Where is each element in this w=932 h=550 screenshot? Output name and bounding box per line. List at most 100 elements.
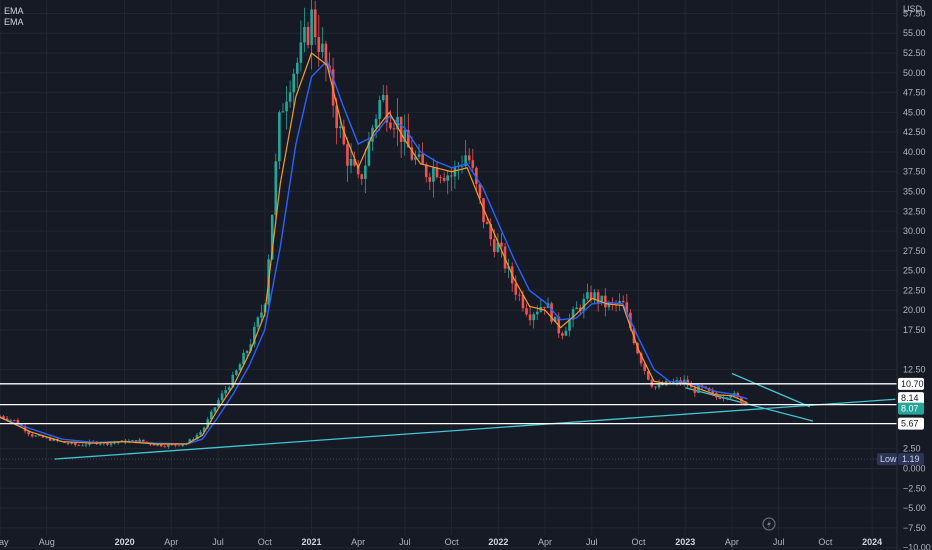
- candle-body: [414, 156, 417, 160]
- candle-body: [34, 435, 38, 437]
- candle-body: [288, 92, 292, 102]
- candle-body: [417, 154, 421, 157]
- time-tick-label: Jul: [212, 537, 224, 547]
- low-value-badge: [898, 453, 924, 466]
- candle-body: [543, 306, 546, 308]
- price-tick-label: −5.00: [903, 503, 926, 513]
- candle-body: [249, 344, 253, 352]
- candle-body: [421, 154, 424, 165]
- candle-body: [478, 183, 482, 199]
- candle-body: [600, 295, 604, 303]
- price-badge-label: 8.07: [901, 404, 919, 414]
- candle-body: [192, 439, 195, 440]
- candle-body: [604, 295, 607, 308]
- time-tick-label: Apr: [725, 537, 739, 547]
- candle-body: [30, 434, 34, 437]
- candle-body: [689, 385, 693, 388]
- candle-body: [582, 298, 586, 312]
- candle-body: [399, 116, 403, 143]
- candle-body: [335, 105, 338, 129]
- time-tick-label: 2020: [115, 537, 135, 547]
- candle-body: [553, 316, 557, 322]
- candle-body: [177, 445, 181, 447]
- candle-body: [460, 166, 464, 167]
- candle-body: [77, 445, 81, 446]
- candle-body: [116, 442, 120, 444]
- candle-body: [550, 303, 553, 322]
- candle-body: [152, 444, 156, 446]
- candle-body: [238, 364, 242, 371]
- time-tick-label: 2024: [862, 537, 882, 547]
- price-tick-label: −2.50: [903, 483, 926, 493]
- candle-body: [270, 214, 274, 260]
- chart-grid: [0, 0, 897, 549]
- candle-body: [220, 393, 224, 401]
- candle-body: [295, 62, 299, 74]
- candle-body: [374, 118, 378, 128]
- candle-body: [450, 175, 453, 177]
- candle-body: [292, 73, 296, 93]
- candle-body: [27, 431, 30, 435]
- candle-body: [324, 43, 328, 66]
- low-value-label: 1.19: [902, 454, 920, 464]
- price-badges: 10.70 8.148.07 5.67 Low 1.19: [0, 377, 924, 466]
- candle-body: [242, 352, 245, 365]
- candle-body: [159, 444, 163, 447]
- time-tick-label: Jul: [586, 537, 598, 547]
- candle-body: [364, 165, 367, 180]
- candle-body: [346, 144, 349, 166]
- price-tick-label: 57.50: [903, 8, 926, 18]
- candle-body: [446, 175, 450, 181]
- horizontal-levels: [0, 383, 897, 425]
- candle-body: [342, 126, 346, 145]
- candle-body: [743, 403, 747, 405]
- candle-body: [621, 300, 625, 303]
- indicator-legend-2[interactable]: EMA: [4, 17, 24, 27]
- time-tick-label: Aug: [39, 537, 55, 547]
- price-tick-label: 20.00: [903, 305, 926, 315]
- candle-body: [661, 383, 664, 386]
- candle-body: [675, 380, 679, 382]
- price-axis[interactable]: 57.50 55.00 52.50 50.00 47.50 45.00 42.50 40.00…: [903, 8, 931, 550]
- price-badge-label: 5.67: [901, 419, 919, 429]
- candle-body: [668, 381, 672, 384]
- candle-body: [410, 147, 414, 160]
- candle-body: [84, 444, 88, 446]
- candle-body: [16, 419, 20, 425]
- candle-body: [338, 126, 342, 129]
- candle-body: [618, 300, 621, 305]
- candle-body: [278, 112, 281, 162]
- candle-body: [321, 43, 324, 52]
- candle-body: [593, 292, 596, 300]
- candle-body: [199, 432, 202, 435]
- candle-body: [403, 130, 407, 143]
- candle-body: [227, 387, 231, 390]
- candle-body: [167, 444, 170, 447]
- candle-body: [385, 95, 389, 123]
- indicator-legend-1[interactable]: EMA: [4, 6, 24, 16]
- price-tick-label: 37.50: [903, 167, 926, 177]
- time-tick-label: May: [0, 537, 9, 547]
- candle-body: [310, 9, 313, 46]
- candle-body: [317, 37, 321, 52]
- price-tick-label: 12.50: [903, 365, 926, 375]
- candle-body: [174, 444, 177, 446]
- candle-body: [9, 419, 13, 421]
- low-badge: [877, 453, 897, 466]
- time-axis[interactable]: May Aug 2020 Apr Jul Oct 2021 Apr Jul Oct 2022 Apr J…: [0, 537, 882, 547]
- candle-body: [639, 353, 643, 364]
- candle-body: [518, 294, 521, 296]
- price-tick-label: 30.00: [903, 226, 926, 236]
- price-tick-label: 55.00: [903, 28, 926, 38]
- candle-body: [285, 101, 288, 112]
- candle-body: [303, 26, 306, 43]
- candle-body: [464, 155, 467, 167]
- candle-body: [682, 379, 686, 383]
- lightning-icon[interactable]: [762, 517, 776, 531]
- candle-body: [485, 222, 489, 225]
- time-tick-label: Oct: [445, 537, 460, 547]
- candle-body: [224, 389, 227, 394]
- candle-body: [489, 224, 493, 240]
- time-tick-label: 2023: [675, 537, 695, 547]
